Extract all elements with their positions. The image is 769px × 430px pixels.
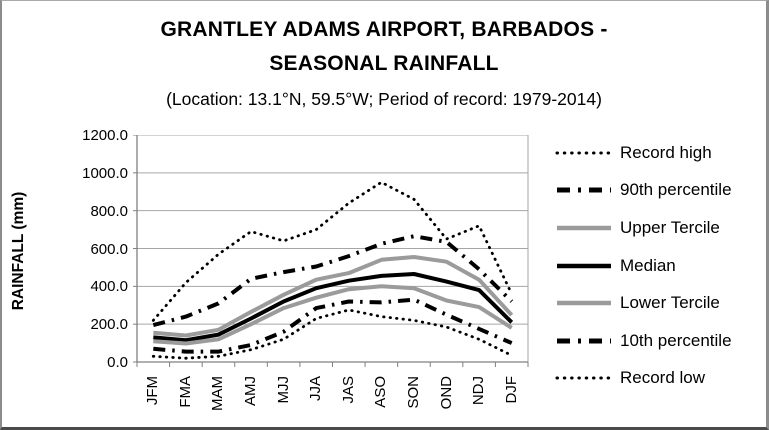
chart-title-line1: GRANTLEY ADAMS AIRPORT, BARBADOS - [160, 18, 608, 41]
y-tick-label: 1200.0 [82, 127, 128, 144]
legend-item: 90th percentile [555, 172, 765, 210]
chart-title: GRANTLEY ADAMS AIRPORT, BARBADOS - SEASO… [2, 13, 766, 81]
x-tick-label: OND [437, 376, 455, 410]
legend-item: 10th percentile [555, 322, 765, 360]
series-line-record-low [151, 308, 514, 360]
legend-line-sample [555, 151, 613, 155]
series-line-upper-tercile [153, 255, 514, 338]
x-tick-label: JAS [339, 376, 357, 404]
x-tick-label: NDJ [470, 376, 488, 406]
series-line-90th-percentile [152, 234, 514, 328]
chart-title-line2: SEASONAL RAINFALL [269, 52, 499, 75]
x-tick-label: MJJ [274, 376, 292, 404]
series-line-median [153, 272, 514, 343]
y-tick-label: 1000.0 [82, 164, 128, 182]
x-tick-label: JFM [144, 376, 162, 406]
legend-line-sample [557, 225, 611, 231]
legend-item: Record low [555, 360, 765, 398]
plot-area [133, 135, 529, 367]
y-tick-label: 800.0 [90, 202, 128, 220]
legend-line-sample [557, 300, 611, 306]
y-tick-label: 600.0 [90, 240, 128, 258]
series-line-record-high [151, 180, 514, 322]
series-line-10th-percentile [153, 297, 513, 354]
legend-item: Median [555, 247, 765, 285]
y-tick-label: 200.0 [90, 316, 128, 334]
legend-label: Lower Tercile [620, 293, 720, 313]
x-tick-label: FMA [176, 376, 194, 408]
legend-line-sample [555, 376, 613, 380]
legend-label: 90th percentile [620, 180, 732, 200]
y-tick-label: 0.0 [107, 354, 128, 371]
legend-label: 10th percentile [620, 330, 732, 350]
legend-line-sample [557, 187, 611, 193]
legend-line-sample [557, 263, 611, 268]
legend: Record high 90th percentile Upper Tercile M… [555, 134, 765, 397]
x-tick-label: MAM [209, 376, 227, 411]
x-tick-label: AMJ [242, 376, 260, 406]
x-tick-label: JJA [307, 376, 325, 402]
x-tick-label: DJF [502, 376, 520, 404]
y-axis-title: RAINFALL (mm) [10, 191, 27, 311]
legend-label: Record high [620, 142, 712, 162]
series-line-lower-tercile [153, 284, 513, 346]
legend-label: Upper Tercile [620, 217, 720, 237]
legend-item: Record high [555, 134, 765, 172]
legend-label: Record low [620, 368, 706, 388]
legend-label: Median [620, 255, 676, 275]
chart-subtitle: (Location: 13.1°N, 59.5°W; Period of rec… [166, 89, 602, 109]
x-tick-label: ASO [372, 376, 390, 408]
x-tick-label: SON [404, 376, 422, 409]
legend-item: Upper Tercile [555, 209, 765, 247]
legend-line-sample [557, 338, 611, 344]
legend-item: Lower Tercile [555, 284, 765, 322]
y-tick-label: 400.0 [90, 278, 128, 296]
